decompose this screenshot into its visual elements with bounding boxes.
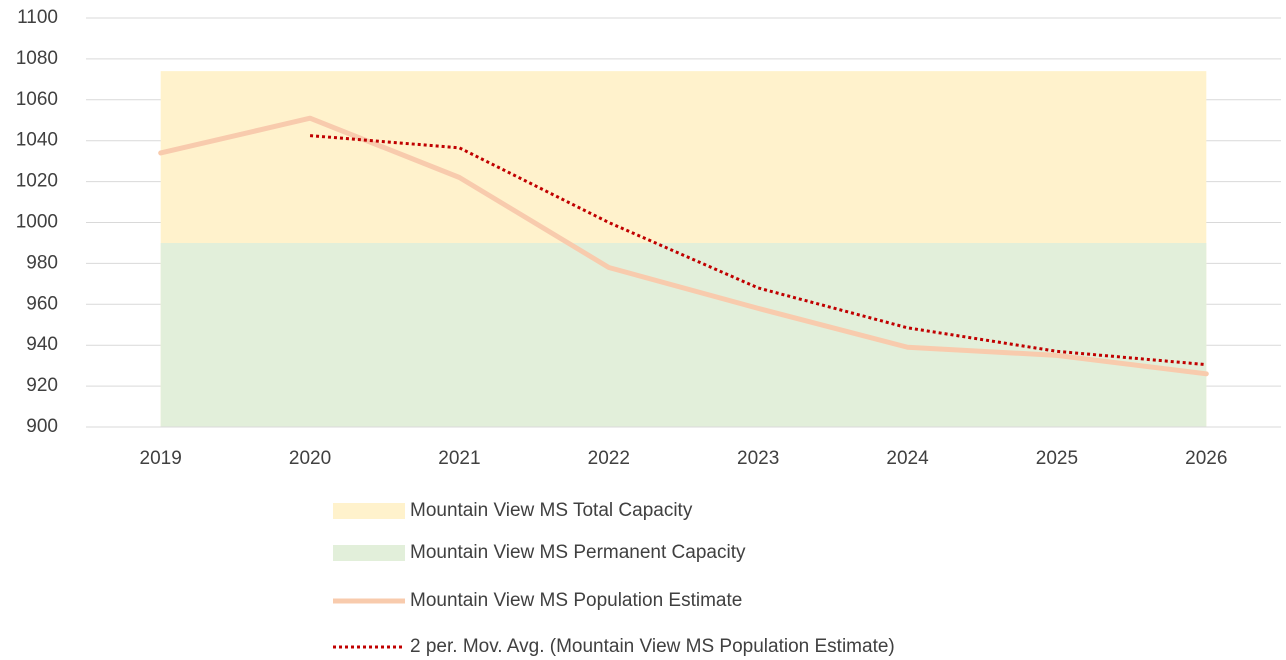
y-tick-label: 980	[26, 252, 58, 273]
x-tick-label: 2019	[140, 448, 182, 469]
x-tick-label: 2025	[1036, 448, 1078, 469]
line	[158, 115, 1209, 377]
legend-label: Mountain View MS Permanent Capacity	[410, 542, 746, 563]
x-tick-label: 2021	[438, 448, 480, 469]
y-tick-label: 1020	[16, 171, 58, 192]
x-tick-label: 2023	[737, 448, 779, 469]
legend-label: Mountain View MS Population Estimate	[410, 590, 742, 611]
y-tick-label: 920	[26, 375, 58, 396]
x-tick-label: 2024	[886, 448, 929, 469]
y-tick-label: 1000	[16, 212, 58, 233]
x-tick-label: 2026	[1185, 448, 1227, 469]
x-tick-label: 2022	[588, 448, 630, 469]
x-tick-label: 2020	[289, 448, 331, 469]
y-tick-label: 1040	[16, 130, 58, 151]
y-tick-label: 940	[26, 334, 58, 355]
y-tick-label: 900	[26, 416, 58, 437]
y-tick-label: 1060	[16, 89, 58, 110]
y-tick-label: 960	[26, 293, 58, 314]
legend-swatch	[333, 503, 405, 519]
area	[160, 242, 1207, 427]
legend-label: 2 per. Mov. Avg. (Mountain View MS Popul…	[410, 636, 895, 657]
legend-label: Mountain View MS Total Capacity	[410, 500, 693, 521]
legend-swatch	[333, 545, 405, 561]
y-tick-label: 1100	[17, 7, 58, 28]
y-tick-label: 1080	[16, 48, 58, 69]
